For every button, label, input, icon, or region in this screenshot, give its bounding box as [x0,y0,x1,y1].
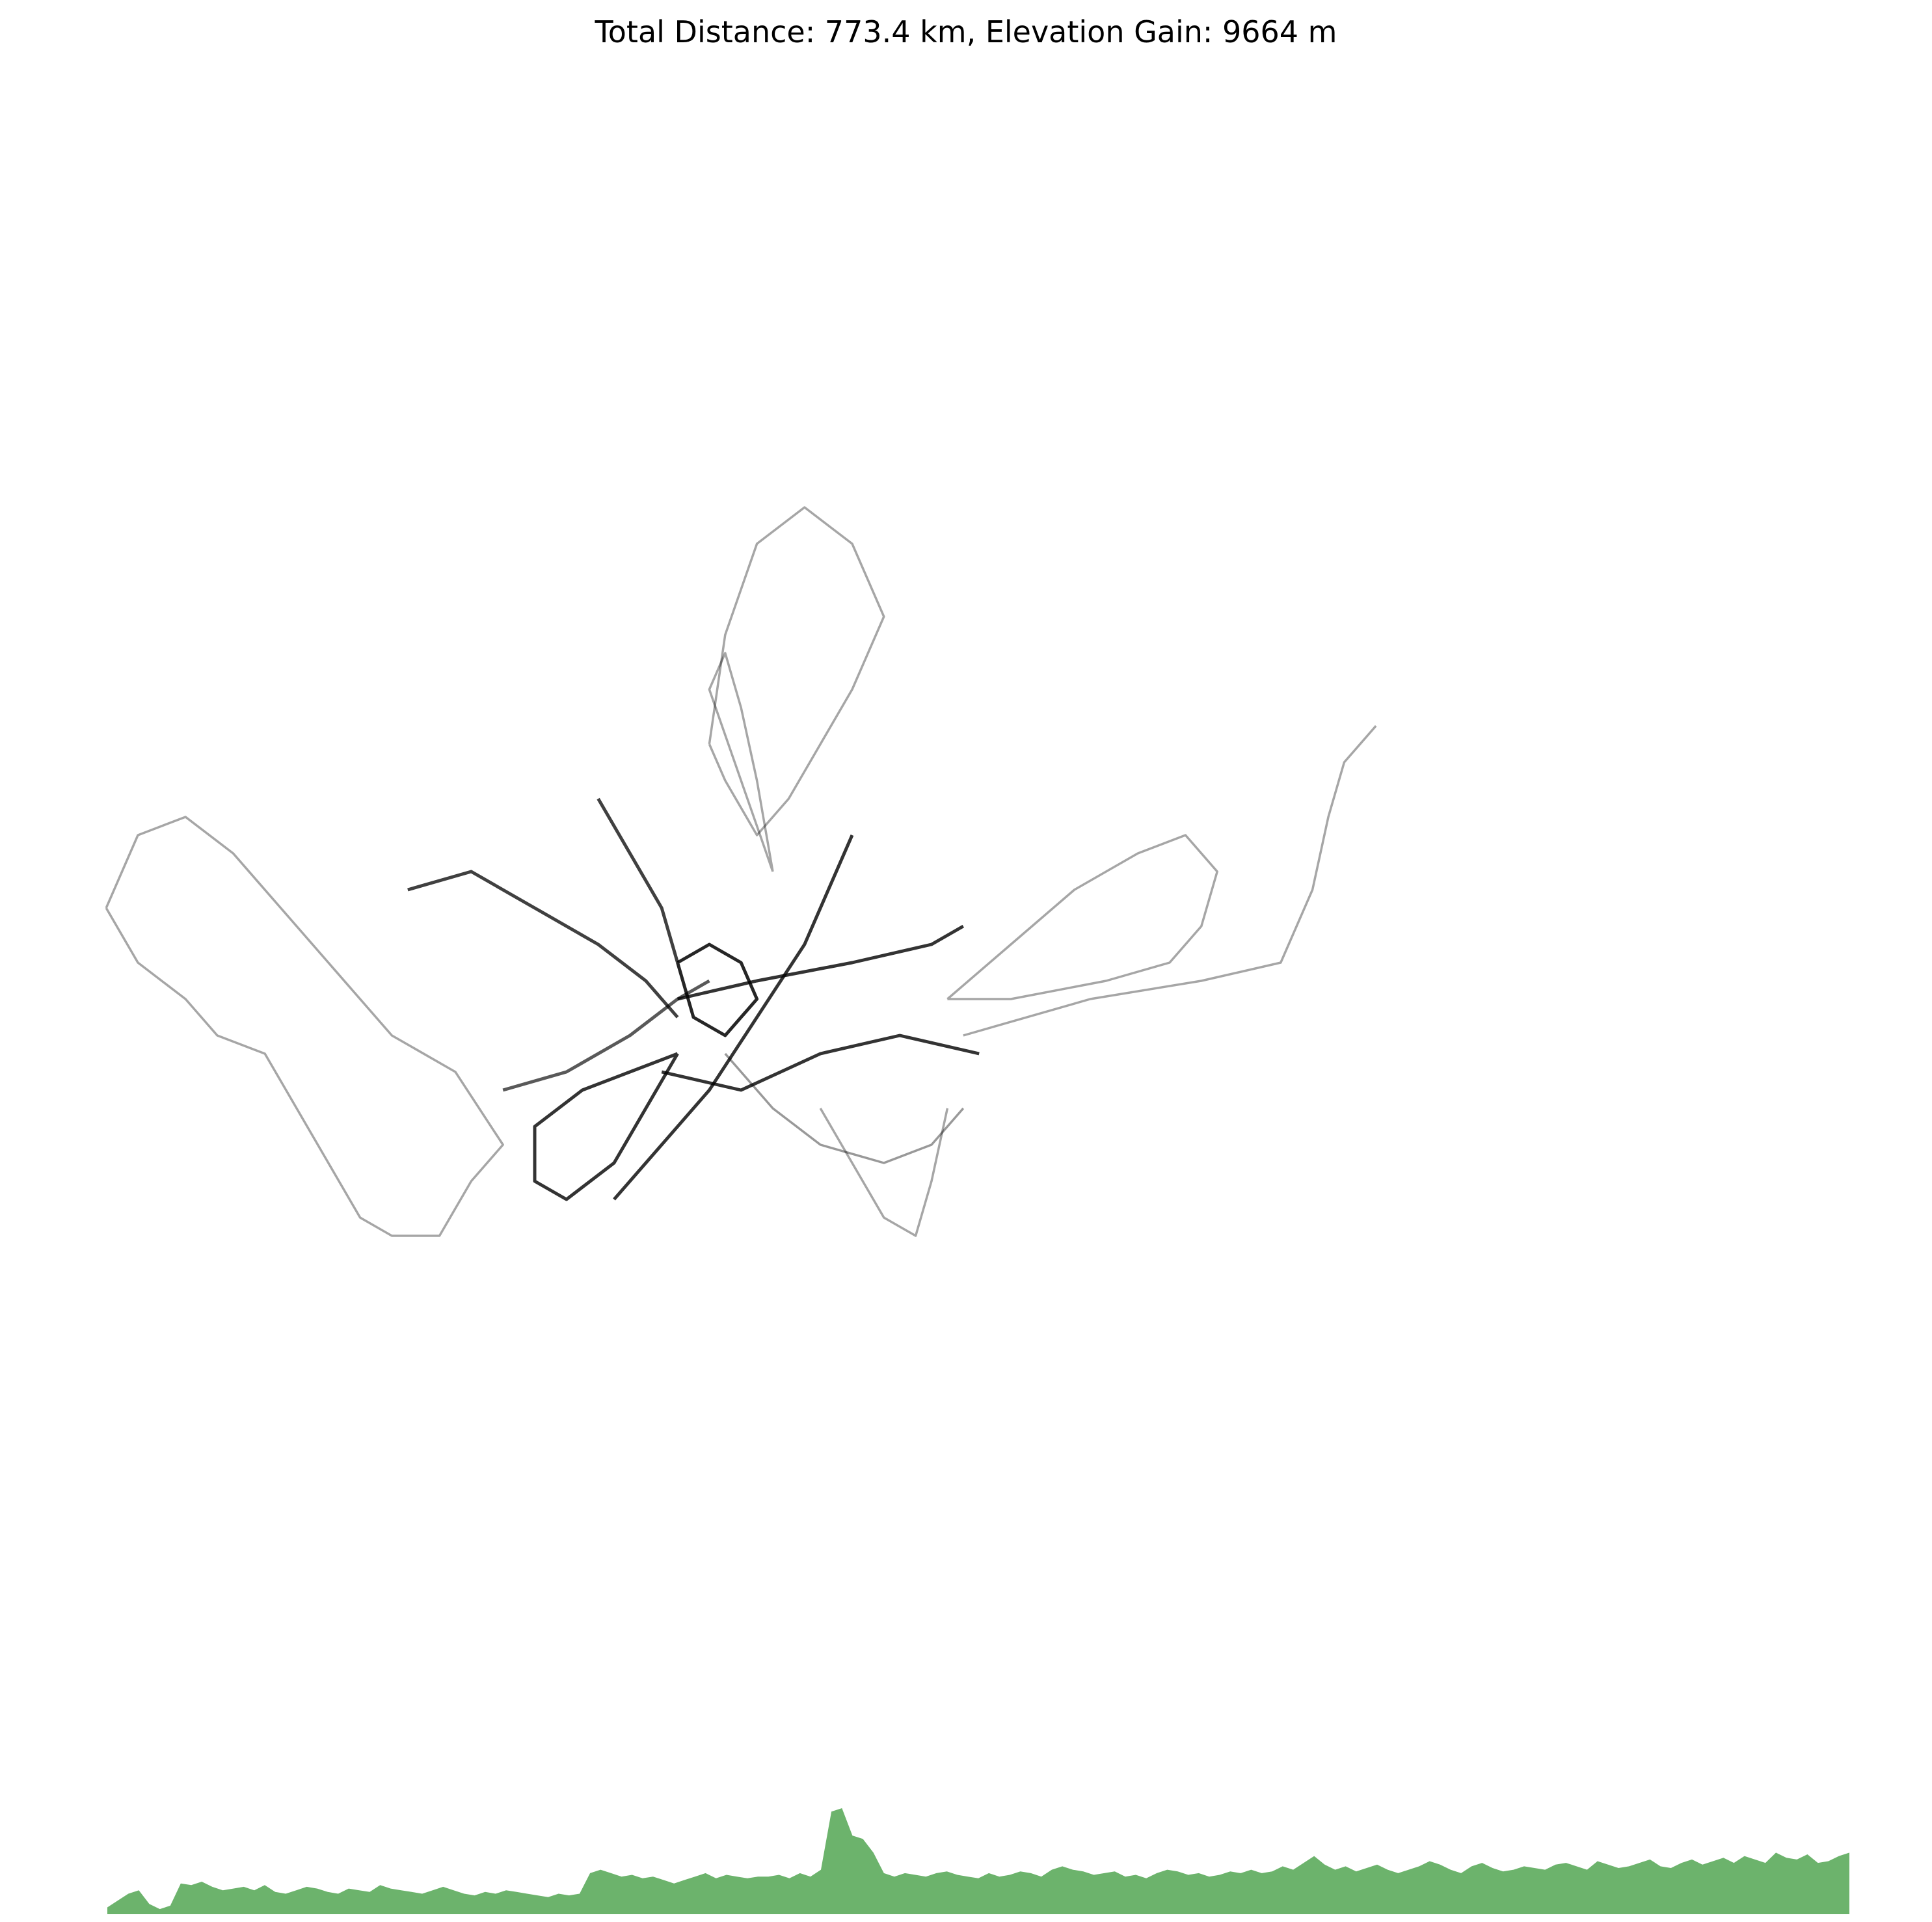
route-east-loop [946,834,1218,1000]
chart-title: Total Distance: 773.4 km, Elevation Gain… [595,14,1337,49]
route-west-loop [105,816,504,1237]
route-north-main [597,797,680,963]
route-south-east [724,1052,965,1164]
elevation-area [107,1808,1849,1914]
route-north-spur [708,652,774,872]
route-far-east [963,725,1377,1037]
route-south-loop [533,1052,679,1201]
route-diagonal-sw [502,979,710,1092]
route-west-main [407,870,679,1019]
route-diagonal-ne [613,834,854,1201]
route-south-spur [819,1108,949,1237]
route-central-east [677,924,965,1001]
route-inner-ring [676,942,759,1037]
route-central-south [661,1034,980,1092]
route-north-loop [708,506,885,836]
